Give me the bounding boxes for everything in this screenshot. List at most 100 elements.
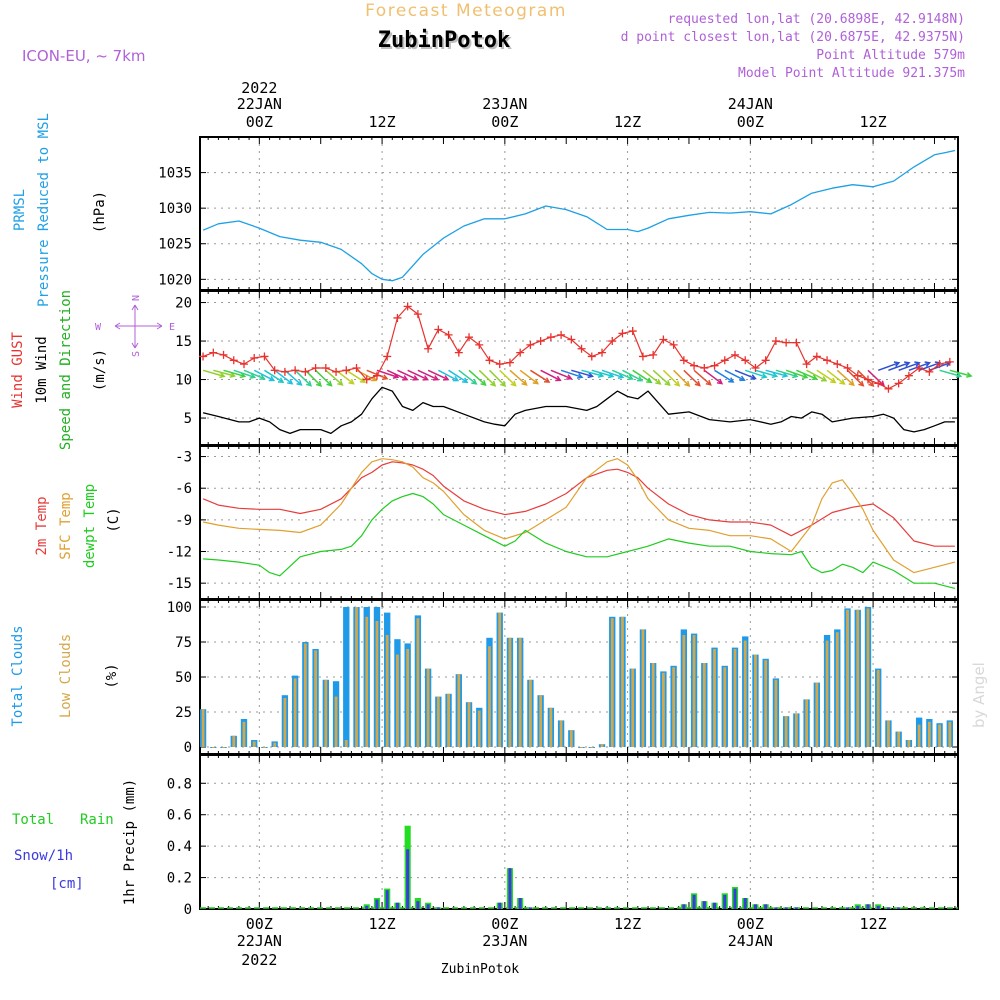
- wind-arrow: [243, 369, 265, 380]
- temp-2m-line: [202, 461, 955, 547]
- wind-arrow-head: [371, 375, 378, 382]
- y-tick-label: 0.2: [167, 871, 192, 887]
- top-date-label: 23JAN: [482, 95, 527, 113]
- low-cloud-bar: [815, 682, 819, 747]
- low-cloud-bar: [314, 650, 317, 747]
- temp-2m-label: 2m Temp: [34, 496, 50, 555]
- wind-arrow: [560, 369, 583, 378]
- gust-marker: [915, 364, 924, 372]
- bottom-hour-label: 12Z: [860, 915, 887, 933]
- bottom-date-label: 24JAN: [728, 932, 773, 950]
- y-tick-label: 1035: [158, 166, 192, 182]
- y-tick-label: -9: [175, 513, 192, 529]
- gust-marker: [239, 360, 248, 369]
- wind-arrow-head: [728, 377, 735, 383]
- bottom-date-label: 23JAN: [482, 932, 527, 950]
- gust-marker: [536, 337, 545, 346]
- snow-label: Snow/1h: [14, 848, 73, 864]
- gust-marker: [403, 302, 412, 311]
- wind-arrow: [816, 369, 836, 384]
- y-tick-label: 25: [175, 705, 192, 721]
- wind-arrow: [376, 369, 399, 378]
- wind-arrow: [693, 369, 712, 386]
- clouds-unit-label: (%): [104, 663, 120, 688]
- y-tick-label: 75: [175, 635, 192, 651]
- wind-gust-label: Wind GUST: [10, 332, 26, 408]
- wind-arrow: [806, 369, 827, 382]
- wind-arrow: [437, 369, 459, 382]
- y-tick-label: 100: [167, 600, 192, 616]
- snow-bar: [753, 904, 757, 909]
- wind-arrow: [775, 369, 798, 378]
- wind-arrow-head: [543, 377, 551, 383]
- top-hour-label: 12Z: [369, 113, 396, 131]
- wind-arrow-head: [268, 375, 276, 382]
- temp-sfc-label: SFC Temp: [58, 492, 74, 559]
- gust-marker: [679, 356, 688, 365]
- wind-arrow: [478, 369, 496, 387]
- y-tick-label: -15: [167, 576, 192, 592]
- gust-marker: [894, 379, 903, 388]
- gust-marker: [526, 340, 535, 349]
- wind-arrow-head: [792, 372, 799, 379]
- wind-arrow-head: [305, 380, 313, 387]
- wind-arrow-head: [532, 378, 539, 385]
- low-clouds-label: Low Clouds: [58, 634, 74, 718]
- low-cloud-bar: [702, 663, 706, 747]
- snow-unit-label: [cm]: [50, 876, 84, 892]
- wind-arrow: [519, 369, 539, 385]
- low-cloud-bar: [426, 668, 430, 747]
- bottom-hour-label: 12Z: [614, 915, 641, 933]
- y-tick-label: 1030: [158, 201, 192, 217]
- wind-arrow: [581, 369, 604, 377]
- low-cloud-bar: [835, 632, 839, 747]
- wind-arrow-head: [471, 378, 478, 385]
- low-cloud-bar: [825, 640, 829, 747]
- wind-arrow-head: [587, 372, 595, 379]
- wind-arrow-head: [858, 380, 865, 387]
- low-cloud-bar: [631, 668, 635, 747]
- wind-arrow-head: [636, 376, 644, 382]
- gust-marker: [771, 337, 780, 346]
- low-cloud-bar: [784, 716, 788, 747]
- gust-marker: [710, 361, 719, 370]
- top-hour-label: 00Z: [246, 113, 273, 131]
- gust-marker: [270, 366, 279, 375]
- wind-arrow: [202, 369, 225, 378]
- wind-arrow-head: [326, 380, 333, 387]
- rain-label: Rain: [80, 812, 114, 828]
- temp-sfc-line: [202, 458, 956, 574]
- wind-arrow: [397, 369, 418, 381]
- wind-arrow: [826, 369, 845, 385]
- gust-marker: [628, 327, 637, 336]
- bottom-hour-label: 00Z: [737, 915, 764, 933]
- low-cloud-bar: [508, 637, 512, 747]
- low-cloud-bar: [488, 646, 491, 747]
- wind-arrow: [632, 369, 652, 383]
- pressure-frame: 1020 1025 1030 1035: [158, 136, 959, 291]
- cloud-bars: [199, 607, 953, 748]
- wind-arrow-head: [839, 379, 846, 385]
- wind-arrow: [315, 369, 332, 387]
- snow-bar: [784, 907, 788, 909]
- wind-arrow-head: [500, 380, 507, 387]
- low-cloud-bar: [447, 693, 450, 747]
- snow-bar: [845, 907, 850, 909]
- low-cloud-bar: [866, 608, 870, 747]
- low-cloud-bar: [948, 721, 952, 747]
- point-altitude: Point Altitude 579m: [816, 48, 965, 63]
- gust-marker: [424, 344, 433, 353]
- top-date-label: 24JAN: [728, 95, 773, 113]
- header: Forecast Meteogram ZubinPotok ZubinPotok…: [22, 1, 988, 977]
- gust-marker: [342, 366, 351, 375]
- wind-arrow-head: [452, 375, 460, 382]
- low-cloud-bar: [344, 740, 348, 747]
- gust-marker: [362, 375, 371, 384]
- wind-arrow-head: [296, 379, 303, 386]
- watermark: by Angel: [970, 662, 988, 728]
- snow-bar: [866, 904, 870, 909]
- model-altitude: Model Point Altitude 921.375m: [738, 66, 965, 81]
- wind-arrow-head: [422, 375, 430, 381]
- low-cloud-bar: [549, 707, 553, 747]
- wind-arrow-head: [259, 374, 266, 381]
